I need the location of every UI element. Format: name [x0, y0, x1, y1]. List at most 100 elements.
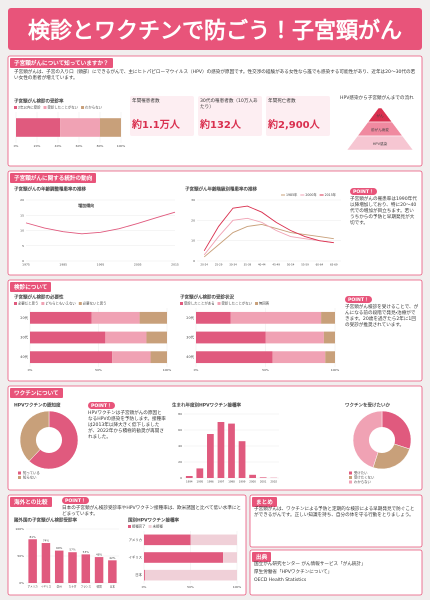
y-tick-label: 0: [180, 476, 182, 480]
x-tick-label: 韓国: [96, 585, 102, 589]
donut-hole: [35, 426, 63, 454]
bar: [68, 552, 77, 583]
legend-label: 未接種: [153, 524, 164, 529]
bar-segment: [112, 351, 151, 364]
bar-segment: [196, 331, 266, 344]
x-tick-label: 2001: [260, 480, 267, 484]
legend-label: 接種完了: [132, 524, 146, 529]
section-box: [249, 494, 423, 548]
stat-label: 30代の罹患者数（10万人あたり）: [200, 99, 258, 110]
legend-swatch: [14, 302, 17, 305]
source-item: 厚生労働省「HPVワクチンについて」: [254, 570, 333, 575]
legend-swatch: [148, 525, 152, 528]
point-label: POINT！: [88, 402, 115, 409]
section-title: 子宮頸がんについて知っていますか？: [10, 58, 113, 68]
x-tick-label: 0%: [194, 368, 199, 372]
bar: [238, 441, 246, 478]
x-tick-label: 100%: [233, 585, 242, 589]
y-tick-label: 20: [191, 218, 195, 222]
chart-title: 子宮頸がん検診の必要性: [14, 294, 64, 301]
x-tick-label: 1995: [97, 263, 105, 267]
x-tick-label: 80%: [97, 144, 104, 148]
chart-title: 国別HPVワクチン接種率: [128, 517, 180, 524]
bar-segment: [144, 569, 237, 581]
pyramid-level: [346, 135, 414, 151]
x-tick-label: 45-49: [272, 263, 280, 267]
bar-segment: [323, 331, 335, 344]
x-tick-label: 55-59: [301, 263, 309, 267]
x-tick-label: 100%: [163, 368, 172, 372]
section-box: [7, 170, 423, 276]
x-tick-label: 1998: [228, 480, 235, 484]
bar-segment: [144, 552, 224, 563]
x-tick-label: 25-29: [215, 263, 223, 267]
legend-label: 知らない: [23, 475, 37, 480]
chart-title: 生まれ年度別HPVワクチン接種率: [172, 402, 242, 409]
x-tick-label: 0%: [142, 585, 147, 589]
point-label: POINT！: [350, 188, 377, 195]
bar-segment: [196, 351, 273, 364]
bar-segment: [30, 351, 113, 364]
value-label: 81%: [30, 535, 37, 539]
bar-segment: [196, 311, 231, 324]
legend-label: 知っている: [23, 470, 40, 475]
intro-text: 子宮頸がんは、子宮の入り口（頸部）にできるがんで、主にヒトパピローマウイルス（H…: [14, 70, 416, 81]
value-label: 53%: [83, 550, 90, 554]
value-label: 74%: [43, 539, 50, 543]
poster-title: 検診とワクチンで防ごう！子宮頸がん: [8, 8, 422, 50]
legend-label: 受けたくない: [354, 475, 375, 480]
legend-swatch: [78, 302, 82, 305]
point-text: 日本の子宮頸がん検診受診率やHPVワクチン接種率は、欧米諸国と比べて低い水準にと…: [62, 506, 242, 517]
y-tick-label: 20: [20, 198, 24, 202]
bar: [249, 474, 256, 478]
pie-slice: [19, 410, 50, 462]
point-label: POINT！: [62, 497, 89, 504]
legend-swatch: [81, 106, 85, 109]
bar-segment: [100, 118, 121, 137]
point-text: HPVワクチンは子宮頸がんの原因となるHPVの感染を予防します。接種率は2013…: [88, 411, 166, 440]
x-tick-label: 2002: [270, 480, 277, 484]
section-title: 子宮頸がんに関する統計の動向: [10, 173, 97, 183]
x-tick-label: 50-54: [287, 263, 295, 267]
y-tick-label: 5: [22, 244, 24, 248]
pyramid-title: HPV感染から子宮頸がんまでの流れ: [340, 96, 414, 101]
stat-box: [266, 96, 330, 136]
x-tick-label: 0%: [28, 368, 33, 372]
bar-segment: [272, 351, 326, 364]
pie-slice: [352, 410, 383, 468]
y-tick-label: 0: [193, 259, 195, 263]
bar-segment: [325, 351, 335, 364]
section-title: ワクチンについて: [10, 388, 63, 398]
y-tick-label: イギリス: [128, 555, 142, 560]
bar: [185, 476, 193, 478]
x-tick-label: カナダ: [69, 585, 77, 589]
y-tick-label: アメリカ: [129, 537, 142, 542]
y-tick-label: 40代: [20, 354, 28, 359]
bar-segment: [30, 331, 106, 344]
legend-label: わからない: [354, 479, 372, 484]
bar: [41, 543, 51, 583]
legend-swatch: [14, 106, 17, 109]
x-tick-label: イギリス: [41, 585, 52, 589]
bar-segment: [321, 311, 335, 324]
legend-swatch: [349, 480, 352, 484]
legend-swatch: [18, 471, 21, 475]
x-tick-label: 1996: [207, 480, 214, 484]
stat-box: [130, 96, 194, 136]
bar-segment: [16, 118, 61, 137]
bar: [228, 423, 235, 478]
legend-label: 2年以内に受診: [18, 105, 41, 110]
bar-segment: [139, 311, 167, 324]
data-line: [25, 211, 176, 235]
y-tick-label: 40代: [186, 354, 194, 359]
legend-label: 受診したことがある: [184, 301, 215, 306]
bar-segment: [223, 552, 237, 563]
y-tick-label: 30: [191, 198, 195, 202]
x-tick-label: 2015: [171, 263, 179, 267]
legend-label: 受けたい: [354, 470, 368, 475]
section-title: まとめ: [252, 497, 277, 507]
bar-segment: [144, 569, 145, 581]
annotation: 増加傾向: [78, 202, 94, 208]
